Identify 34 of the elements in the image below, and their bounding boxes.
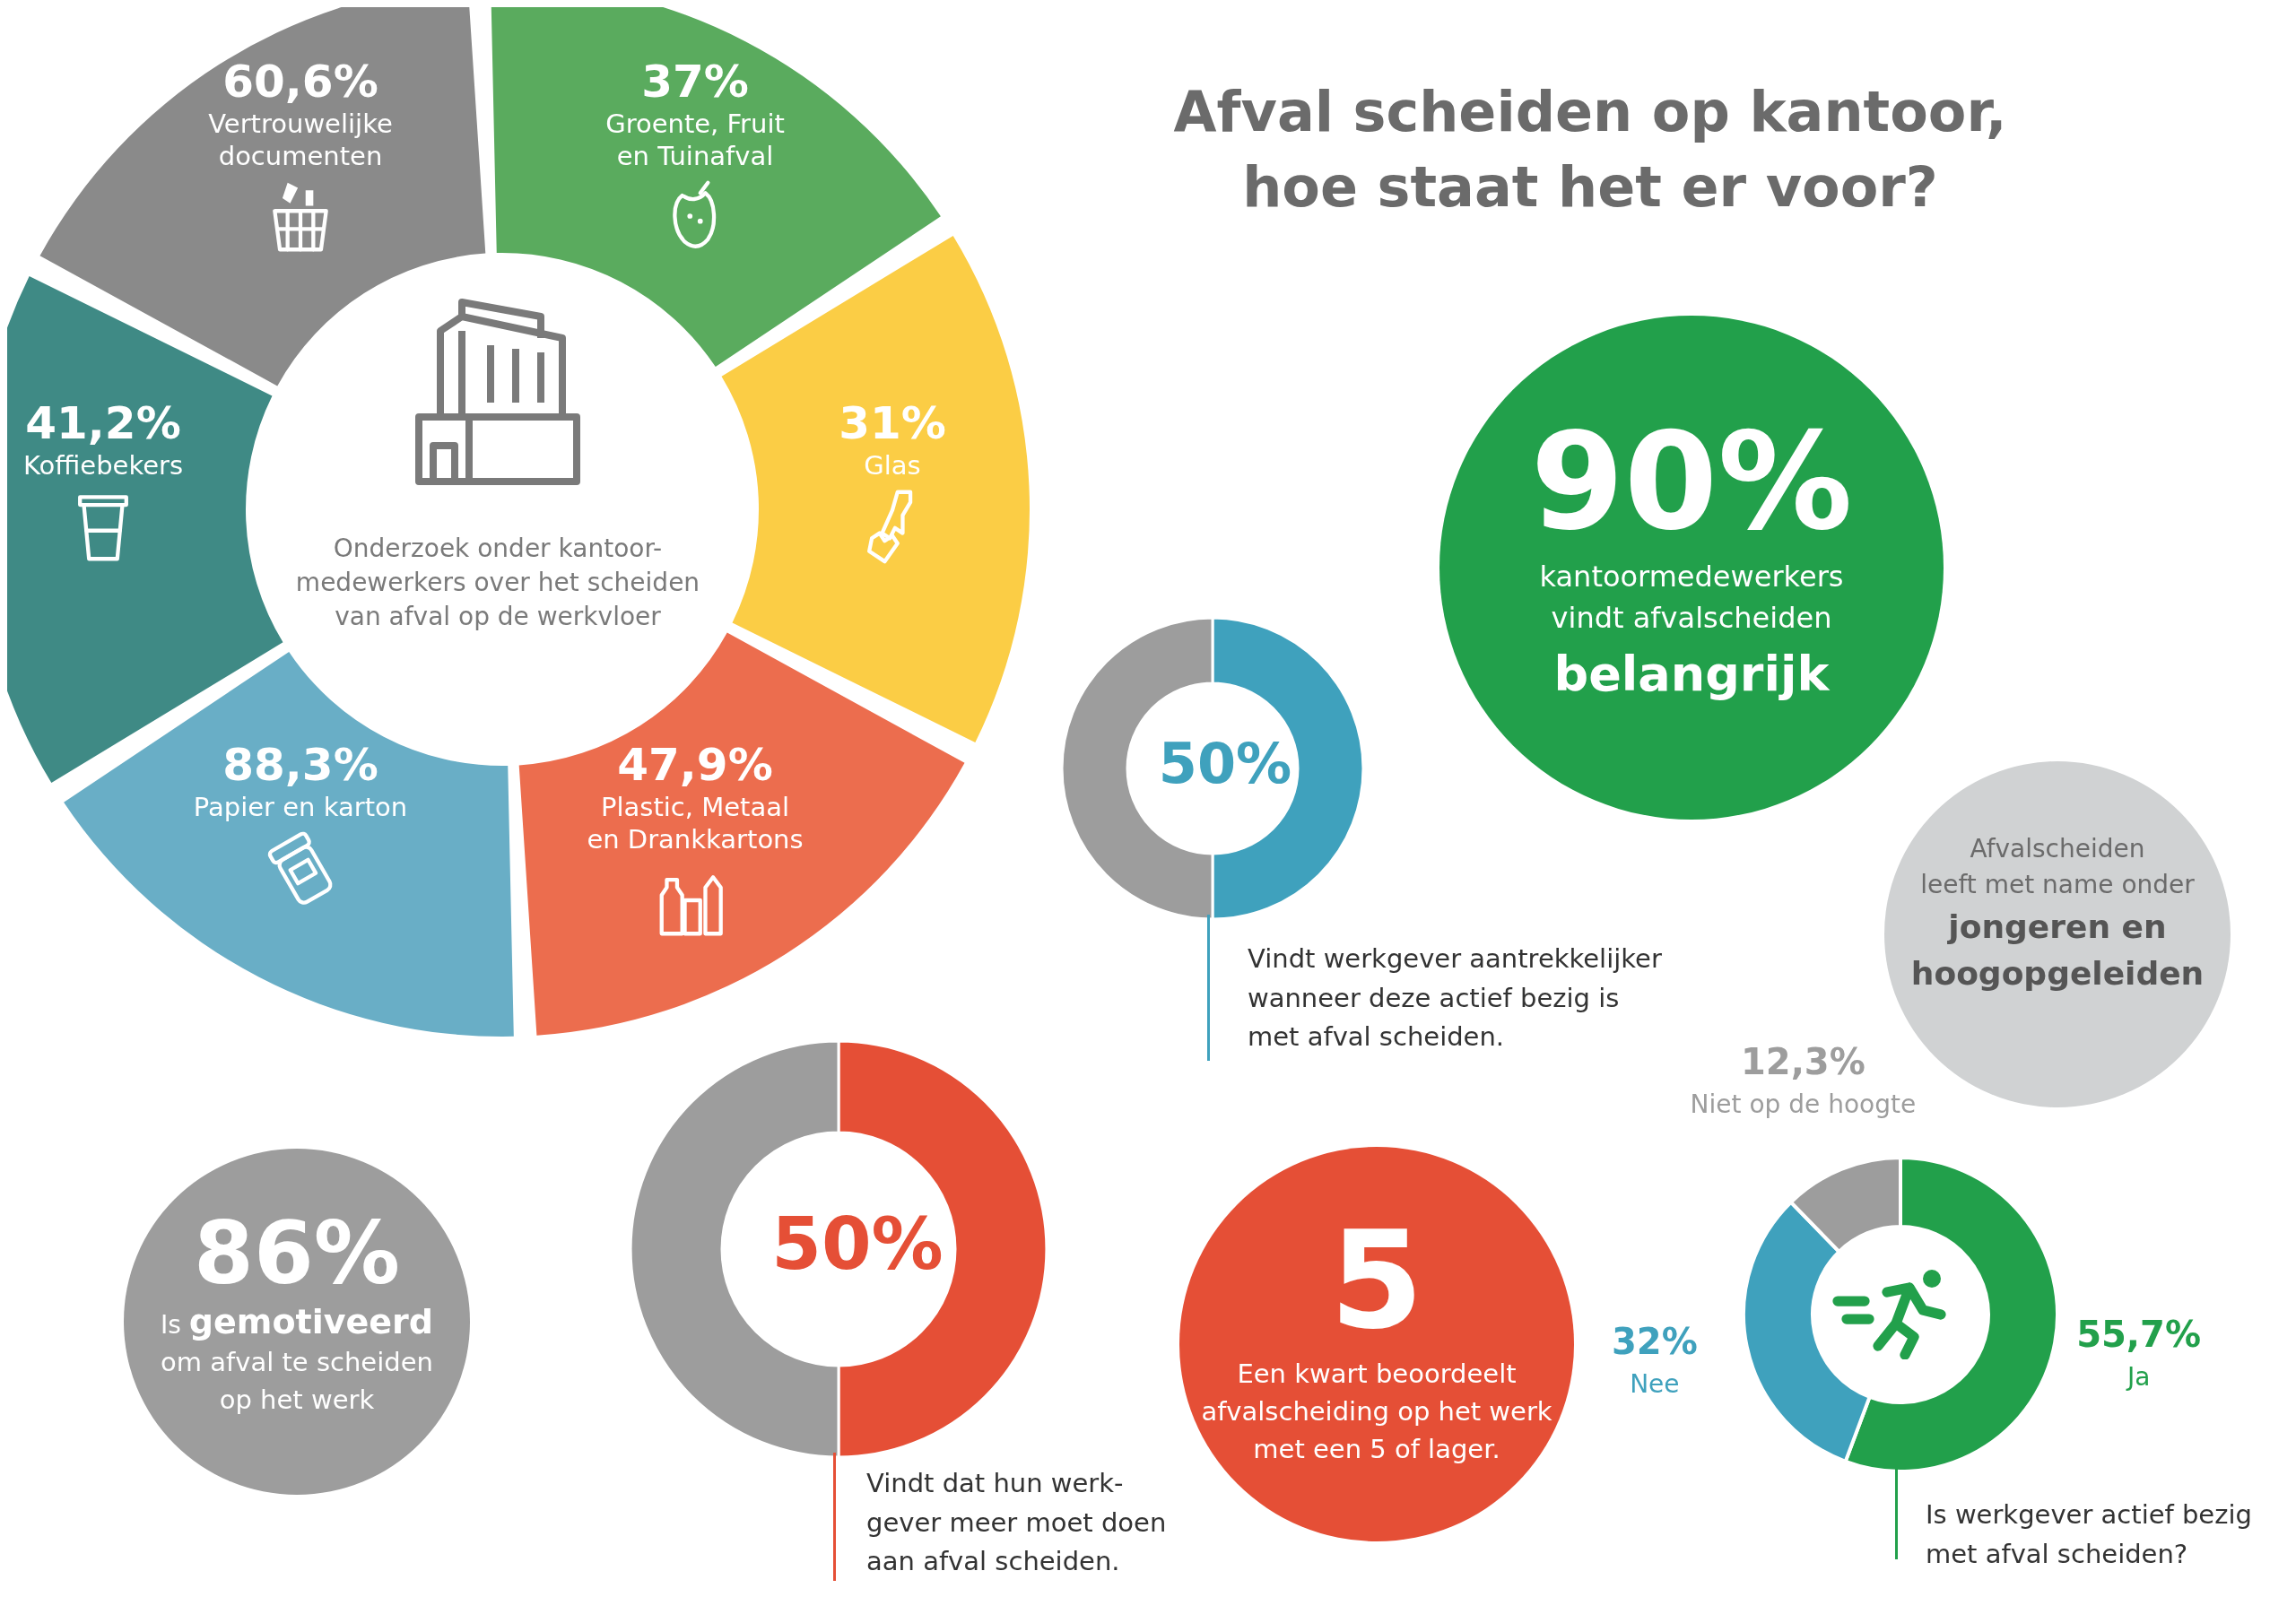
data-label: 60,6% xyxy=(222,55,379,108)
text: kantoormedewerkers vindt afvalscheiden xyxy=(1539,558,1844,638)
category-label: Papier en karton xyxy=(192,791,409,824)
data-label: 88,3% xyxy=(222,739,379,792)
text: 5 xyxy=(1329,1202,1424,1358)
category-label: Koffiebekers xyxy=(22,449,185,482)
text: om afval te scheiden op het werk xyxy=(161,1345,433,1417)
text: Onderzoek onder kantoor- medewerkers over het scheiden van afval op de werkvloer xyxy=(294,533,701,633)
text: Afvalscheiden leeft met name onder xyxy=(1920,832,2195,902)
text: Is werkgever actief bezig met afval scheiden? xyxy=(1926,1498,2253,1571)
data-label: 31% xyxy=(838,397,947,449)
slice-label: Niet op de hoogte xyxy=(1689,1089,1918,1120)
data-label: 41,2% xyxy=(24,397,182,449)
slice-label: Ja xyxy=(2125,1361,2152,1392)
category-label: Vertrouwelijke documenten xyxy=(207,107,394,173)
slice-label: Nee xyxy=(1630,1368,1680,1399)
text: belangrijk xyxy=(1553,644,1830,704)
data-label: 32% xyxy=(1612,1320,1698,1362)
data-label: 50% xyxy=(770,1202,944,1288)
data-label: 50% xyxy=(1157,730,1293,798)
text: Vindt dat hun werk- gever meer moet doen aan afval scheiden. xyxy=(866,1467,1168,1578)
data-label: 47,9% xyxy=(616,739,774,792)
category-label: Plastic, Metaal en Drankkartons xyxy=(586,791,804,856)
text: Is xyxy=(161,1309,182,1340)
data-label: 12,3% xyxy=(1739,1041,1866,1083)
text: Een kwart beoordeelt afvalscheiding op het werk met een 5 of lager. xyxy=(1201,1357,1552,1466)
text: Vindt werkgever aantrekkelijker wanneer deze actief bezig is met afval scheiden. xyxy=(1248,942,1663,1054)
text: jongeren en hoogopgeleiden xyxy=(1910,907,2205,994)
data-label: 55,7% xyxy=(2075,1313,2202,1355)
text: Afval scheiden op kantoor, hoe staat het er voor? xyxy=(1172,78,2008,221)
text: 90% xyxy=(1530,403,1853,560)
category-label: Groente, Fruit en Tuinafval xyxy=(604,107,786,173)
data-label: 37% xyxy=(640,55,750,108)
category-label: Glas xyxy=(863,449,922,482)
